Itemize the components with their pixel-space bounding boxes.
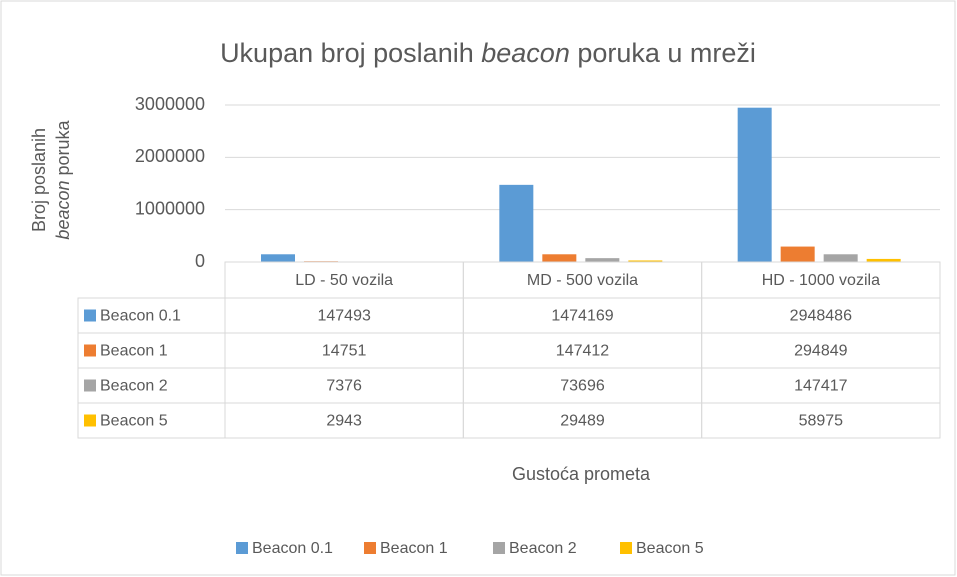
legend-label: Beacon 5 — [636, 540, 704, 557]
table-series-name: Beacon 1 — [100, 343, 168, 360]
bar — [542, 254, 577, 262]
table-series-name: Beacon 5 — [100, 413, 168, 430]
title-part: poruka u mreži — [577, 38, 756, 68]
title-part: beacon — [481, 38, 570, 68]
table-value: 1474169 — [551, 308, 613, 325]
y-label-line: beacon poruka — [53, 119, 73, 239]
bar — [628, 260, 663, 262]
table-legend-key — [84, 379, 96, 392]
table-value: 2943 — [326, 413, 362, 430]
x-tick-label: MD - 500 vozila — [527, 272, 638, 289]
legend-label: Beacon 0.1 — [252, 540, 333, 557]
y-tick-label: 1000000 — [135, 198, 205, 218]
table-value: 14751 — [322, 343, 367, 360]
x-tick-label: LD - 50 vozila — [295, 272, 393, 289]
table-value: 7376 — [326, 378, 362, 395]
x-tick-label: HD - 1000 vozila — [762, 272, 880, 289]
y-axis-title: Broj poslanih beacon poruka — [29, 119, 73, 239]
y-label-part: poruka — [53, 119, 73, 175]
y-tick-label: 2000000 — [135, 146, 205, 166]
table-value: 294849 — [794, 343, 847, 360]
table-value: 73696 — [560, 378, 605, 395]
bar — [866, 258, 901, 262]
bar — [737, 107, 772, 263]
legend-key — [493, 542, 505, 554]
table-value: 2948486 — [790, 308, 852, 325]
table-value: 147412 — [556, 343, 609, 360]
table-legend-key — [84, 309, 96, 322]
y-tick-label: 0 — [195, 251, 205, 271]
bar — [499, 184, 534, 262]
legend-key — [620, 542, 632, 554]
legend-key — [236, 542, 248, 554]
legend-label: Beacon 2 — [509, 540, 577, 557]
table-cell — [701, 402, 941, 439]
legend-key — [364, 542, 376, 554]
table-series-name: Beacon 0.1 — [100, 308, 181, 325]
table-value: 147493 — [317, 308, 370, 325]
table-legend-key — [84, 344, 96, 357]
table-value: 58975 — [799, 413, 844, 430]
y-label-part: beacon — [53, 181, 73, 240]
table-series-name: Beacon 2 — [100, 378, 168, 395]
table-legend-key — [84, 414, 96, 427]
bar — [261, 254, 295, 262]
bar — [823, 254, 858, 262]
title-part: Ukupan broj poslanih — [220, 38, 474, 68]
chart-title: Ukupan broj poslanih beacon poruka u mre… — [220, 38, 756, 68]
x-axis-title: Gustoća prometa — [512, 464, 651, 484]
table-value: 147417 — [794, 378, 847, 395]
bar — [780, 246, 815, 262]
y-tick-label: 3000000 — [135, 94, 205, 114]
legend-label: Beacon 1 — [380, 540, 448, 557]
table-value: 29489 — [560, 413, 605, 430]
y-label-line: Broj poslanih — [29, 128, 49, 232]
bar — [585, 258, 620, 262]
